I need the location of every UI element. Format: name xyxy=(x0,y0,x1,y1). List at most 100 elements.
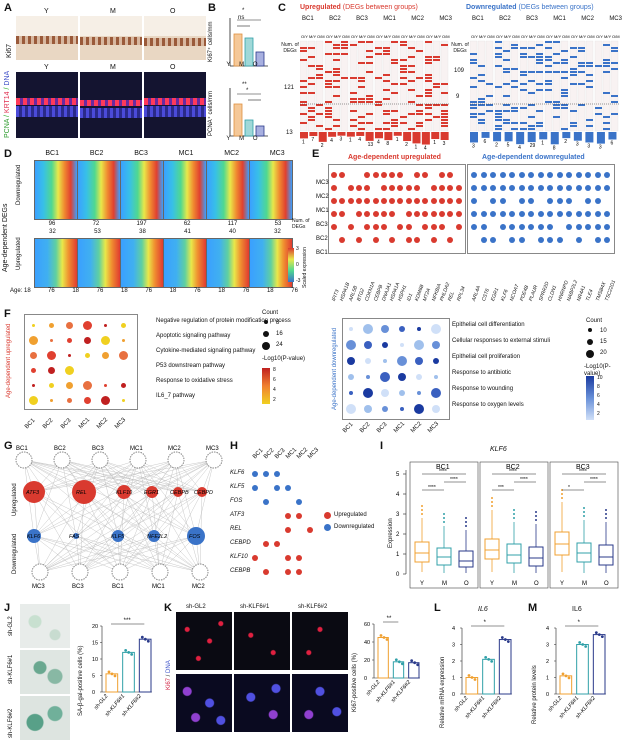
c-heat-cell xyxy=(416,95,423,97)
d-scale-bar xyxy=(288,248,294,282)
f-up-term: IL6_7 pathway xyxy=(156,393,196,399)
c-heat-cell xyxy=(470,113,477,115)
c-bottom-bar xyxy=(481,132,490,138)
c-heat-cell xyxy=(545,71,552,73)
i-xlabel: O xyxy=(464,581,469,587)
e-dot-down xyxy=(594,185,601,191)
g-edge xyxy=(33,459,177,493)
e-dot-down xyxy=(594,198,601,204)
c-bottom-count: 4 xyxy=(330,138,333,144)
c-heat-cell xyxy=(350,110,357,112)
h-dot-up xyxy=(296,555,302,561)
c-heat-column xyxy=(527,40,536,132)
e-dot-up xyxy=(331,224,337,230)
c-heat-column xyxy=(424,40,433,132)
c-heat-cell xyxy=(486,104,493,106)
c-bottom-count: 3 xyxy=(472,143,475,149)
f-up-cell: MC3 xyxy=(114,417,128,431)
f-down-term: Epithelial cell differentiation xyxy=(452,322,525,328)
f-up-term: Response to oxidative stress xyxy=(156,378,233,384)
c-heat-cell xyxy=(425,104,432,106)
g-down-node xyxy=(148,530,160,542)
c-heat-cell xyxy=(308,110,315,112)
d-down-count: 53 xyxy=(274,221,282,227)
l-ytick: 2 xyxy=(452,659,455,665)
c-heat-column xyxy=(390,40,399,132)
pcna-image-y xyxy=(16,72,78,138)
i-sig: **** xyxy=(450,477,458,483)
c-heat-cell xyxy=(300,80,307,82)
m-ytick: 3 xyxy=(546,643,549,649)
e-dot-up xyxy=(397,185,404,191)
f-dot-down xyxy=(366,375,370,379)
i-outlier xyxy=(561,497,563,499)
f-up-cell: BC1 xyxy=(24,417,37,431)
e-dot-up xyxy=(355,185,362,191)
f-dot-down xyxy=(399,390,405,396)
c-heat-cell xyxy=(495,41,502,43)
e-dot-down xyxy=(480,185,487,191)
c-heat-cell xyxy=(603,92,610,94)
g-edge xyxy=(79,535,155,573)
c-heat-cell xyxy=(366,95,373,97)
c-heat-cell xyxy=(341,53,348,55)
f-dot-down xyxy=(432,341,440,349)
c-heat-cell xyxy=(503,119,510,121)
h-dot-up xyxy=(285,555,291,561)
c-heat-cell xyxy=(478,122,485,124)
c-heat-cell xyxy=(425,41,432,43)
f-p-bar-up xyxy=(262,368,270,404)
c-heat-cell xyxy=(316,125,323,127)
c-heat-cell xyxy=(350,77,357,79)
i-group-label: BC3 xyxy=(576,464,590,471)
c-heat-cell xyxy=(611,47,618,49)
c-heat-cell xyxy=(383,80,390,82)
g-edge xyxy=(33,491,81,573)
f-dot-down xyxy=(431,324,441,334)
e-dot-down xyxy=(547,198,553,204)
c-col-label: O/M xyxy=(442,34,450,39)
g-edge xyxy=(153,459,215,537)
c-heat-cell xyxy=(383,74,390,76)
d-heatmap-down xyxy=(120,160,164,220)
c-heat-cell xyxy=(308,47,315,49)
c-heat-cell xyxy=(333,80,340,82)
c-col-label: O/M xyxy=(537,34,545,39)
c-col-label: M/Y xyxy=(434,34,441,39)
e-dot-down xyxy=(480,224,487,230)
f-count-dot-up xyxy=(263,331,269,337)
e-dot-down xyxy=(509,224,515,230)
d-age-tick: 18 xyxy=(72,288,80,294)
c-heat-cell xyxy=(536,83,543,85)
c-heat-cell xyxy=(300,113,307,115)
c-heat-cell xyxy=(425,77,432,79)
g-cell-label: BC3 xyxy=(92,446,104,452)
g-edge xyxy=(23,459,197,537)
e-dot-down xyxy=(490,211,496,217)
c-heat-cell xyxy=(603,59,610,61)
f-dot-up xyxy=(101,351,109,359)
c-heat-cell xyxy=(408,101,415,103)
i-outlier xyxy=(605,509,607,511)
f-dot-down xyxy=(364,405,372,413)
e-dot-up xyxy=(405,185,412,191)
d-heatmap-up xyxy=(120,238,164,288)
e-dot-down xyxy=(556,237,563,243)
c-heat-cell xyxy=(433,83,440,85)
f-up-term: Cytokine-mediated signaling pathway xyxy=(156,348,256,354)
i-outlier xyxy=(443,521,445,523)
e-dot-up xyxy=(372,224,379,230)
c-heat-cell xyxy=(470,77,477,79)
c-col-label: O/M xyxy=(562,34,570,39)
b-ylabel-top: Ki67⁺ cells/mm xyxy=(208,21,214,62)
i-xlabel: Y xyxy=(420,581,424,587)
e-dot-down xyxy=(575,211,582,217)
e-dot-down xyxy=(604,185,610,191)
g-up-node xyxy=(72,480,96,504)
e-dot-down xyxy=(575,172,582,178)
c-heat-cell xyxy=(333,47,340,49)
c-bottom-bar xyxy=(504,132,513,142)
c-bottom-bar xyxy=(440,132,449,141)
e-dot-down xyxy=(556,211,563,217)
